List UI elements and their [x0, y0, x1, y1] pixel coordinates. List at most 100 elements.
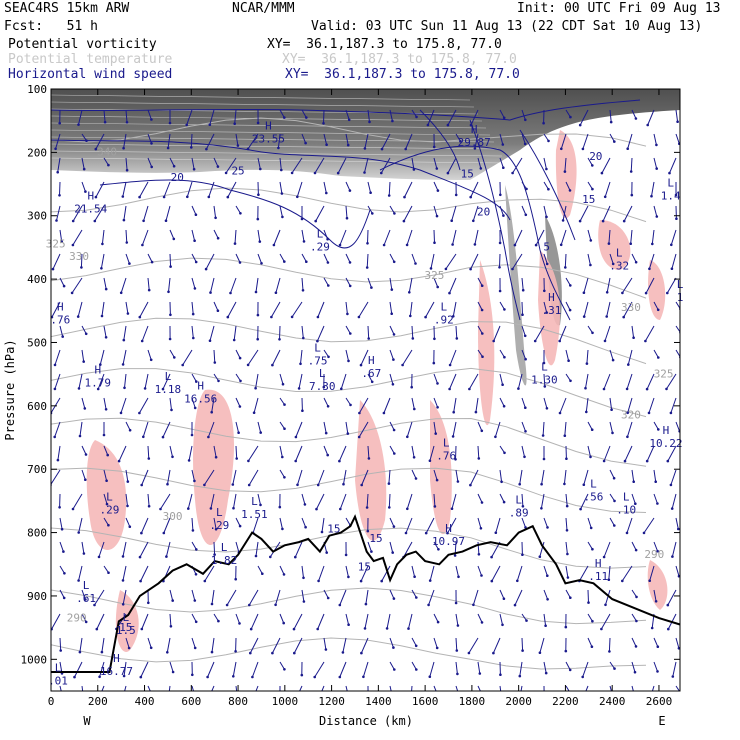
- wind-arrow: [316, 493, 325, 510]
- wind-arrow: [477, 325, 483, 334]
- wind-arrow: [94, 589, 105, 606]
- wind-arrow: [323, 589, 329, 599]
- wind-arrow: [564, 157, 567, 172]
- pink-region: [86, 440, 127, 550]
- wind-arrow-head: [304, 141, 307, 145]
- wind-arrow-head: [452, 410, 456, 414]
- wind-arrow: [169, 397, 172, 410]
- wind-arrow-head: [534, 243, 538, 247]
- wind-arrow-head: [452, 315, 455, 318]
- wind-arrow-head: [283, 260, 286, 263]
- wind-arrow-head: [404, 531, 408, 535]
- wind-arrow-head: [669, 483, 673, 487]
- y-tick-label: 700: [27, 463, 47, 476]
- wind-arrow-head: [256, 217, 260, 221]
- wind-arrow-head: [517, 387, 520, 390]
- wind-arrow: [671, 493, 677, 509]
- wind-arrow-head: [503, 308, 506, 311]
- wind-arrow: [587, 517, 592, 529]
- wind-arrow: [449, 373, 457, 390]
- wind-arrow: [675, 565, 680, 577]
- wind-arrow-head: [251, 700, 254, 703]
- wind-arrow-head: [363, 627, 367, 630]
- wind-arrow: [72, 205, 83, 222]
- wind-arrow-head: [436, 285, 440, 289]
- wind-arrow-head: [71, 507, 75, 511]
- wind-arrow-head: [128, 262, 131, 265]
- wind-arrow-head: [122, 338, 126, 342]
- wind-arrow-head: [424, 531, 428, 535]
- wind-arrow-head: [391, 551, 395, 554]
- wind-arrow: [120, 277, 127, 293]
- wind-arrow-head: [521, 505, 525, 508]
- wind-arrow-head: [454, 193, 458, 197]
- wind-arrow-head: [316, 627, 320, 631]
- wind-arrow: [191, 325, 194, 339]
- wind-arrow: [670, 469, 677, 486]
- wind-arrow: [232, 661, 237, 677]
- wind-arrow-head: [518, 674, 522, 678]
- wind-arrow: [653, 493, 658, 504]
- wind-arrow: [583, 301, 589, 317]
- wind-arrow: [411, 565, 416, 577]
- wind-arrow-head: [547, 139, 550, 143]
- wind-arrow: [606, 277, 611, 293]
- wind-arrow-head: [656, 670, 659, 673]
- wind-arrow-head: [387, 194, 391, 197]
- wind-arrow: [125, 157, 128, 171]
- wind-arrow-head: [427, 603, 430, 607]
- wind-arrow: [564, 421, 567, 436]
- wind-arrow-head: [546, 574, 549, 577]
- wind-arrow-head: [634, 645, 638, 648]
- wind-arrow-head: [78, 650, 82, 654]
- wind-arrow: [277, 133, 281, 148]
- wind-arrow-head: [392, 260, 396, 264]
- wind-arrow-head: [656, 308, 660, 312]
- wind-arrow-head: [150, 142, 153, 145]
- wind-arrow: [279, 253, 285, 262]
- hl-marker-value: 10.97: [432, 535, 465, 548]
- wind-arrow-head: [498, 241, 502, 245]
- wind-arrow-head: [524, 406, 527, 410]
- wind-arrow: [565, 541, 568, 555]
- theta-contour: [51, 417, 647, 467]
- wind-arrow: [208, 181, 215, 198]
- wind-arrow-head: [472, 603, 475, 607]
- wind-arrow-head: [568, 189, 572, 192]
- wind-arrow-head: [256, 337, 260, 341]
- wind-arrow-head: [611, 431, 614, 435]
- wind-arrow: [543, 205, 547, 218]
- wind-arrow-head: [502, 404, 506, 408]
- wind-arrow: [499, 589, 505, 599]
- wind-speed-label: 15: [327, 523, 340, 536]
- hl-marker-kind: H: [663, 424, 670, 437]
- wind-arrow: [565, 565, 569, 578]
- wind-arrow: [213, 373, 219, 382]
- wind-arrow: [101, 637, 105, 653]
- vorticity-shading: [86, 130, 668, 652]
- wind-arrow-head: [432, 361, 436, 365]
- wind-arrow: [339, 493, 347, 510]
- wind-arrow: [519, 469, 523, 485]
- wind-arrow: [247, 133, 259, 150]
- wind-arrow-head: [300, 673, 304, 677]
- wind-arrow-head: [217, 619, 220, 623]
- wind-arrow-head: [77, 531, 80, 534]
- wind-arrow: [543, 133, 549, 142]
- wind-arrow-head: [187, 459, 191, 462]
- wind-arrow: [345, 109, 350, 120]
- wind-arrow: [78, 373, 83, 389]
- wind-arrow: [492, 637, 501, 654]
- wind-arrow-head: [95, 627, 99, 631]
- wind-arrow: [451, 493, 457, 509]
- wind-arrow: [99, 661, 105, 677]
- wind-arrow: [279, 613, 285, 624]
- wind-arrow: [298, 373, 303, 389]
- wind-arrow-head: [393, 212, 396, 215]
- wind-arrow: [279, 157, 282, 171]
- wind-arrow-head: [341, 651, 345, 654]
- wind-arrow: [81, 541, 85, 554]
- wind-arrow: [211, 589, 215, 605]
- wind-arrow-head: [608, 650, 611, 653]
- wind-arrow-head: [406, 435, 409, 439]
